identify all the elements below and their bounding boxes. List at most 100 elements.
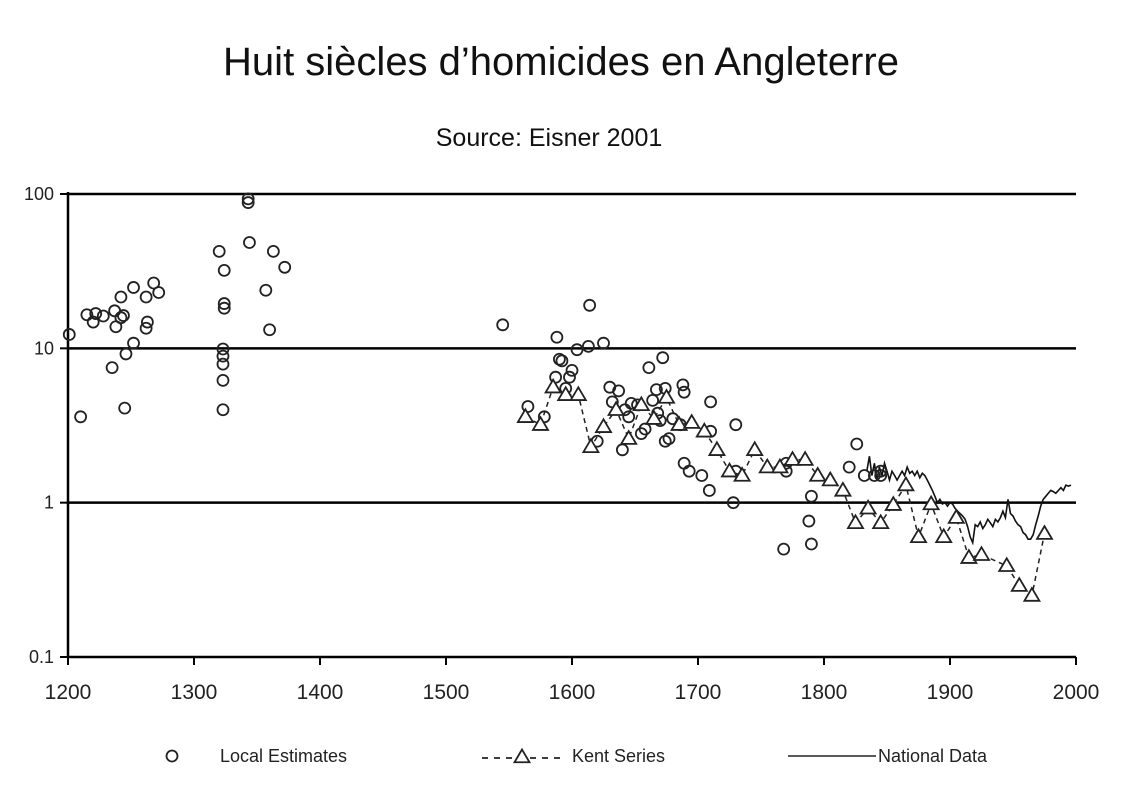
kent-series-point bbox=[594, 417, 613, 433]
local-estimate-point bbox=[266, 244, 280, 258]
local-estimate-point bbox=[622, 410, 636, 424]
local-estimate-point bbox=[565, 363, 579, 377]
kent-series-point bbox=[808, 466, 827, 482]
x-tick-label: 1600 bbox=[549, 681, 596, 704]
local-estimate-point bbox=[857, 469, 871, 482]
kent-series-point bbox=[783, 450, 802, 466]
local-estimate-point bbox=[139, 321, 153, 335]
legend-national-label: National Data bbox=[878, 746, 988, 766]
kent-series-point bbox=[581, 437, 600, 453]
x-tick-label: 1800 bbox=[801, 681, 848, 704]
local-estimate-point bbox=[263, 323, 277, 337]
local-estimate-point bbox=[152, 286, 166, 299]
local-estimate-point bbox=[212, 244, 226, 258]
local-estimate-point bbox=[874, 464, 888, 478]
kent-series-point bbox=[556, 385, 575, 401]
local-estimate-point bbox=[114, 311, 128, 325]
local-estimate-point bbox=[118, 401, 132, 415]
local-estimate-point bbox=[616, 443, 629, 457]
kent-series-point bbox=[707, 440, 726, 456]
local-estimate-point bbox=[612, 384, 626, 398]
kent-series-point bbox=[947, 508, 966, 524]
local-estimate-point bbox=[597, 336, 610, 350]
local-estimate-point bbox=[117, 309, 130, 322]
x-tick-label: 1400 bbox=[297, 681, 344, 704]
x-tick-label: 2000 bbox=[1053, 681, 1100, 704]
kent-series-point bbox=[695, 422, 714, 438]
local-estimate-point bbox=[702, 484, 716, 497]
local-estimate-point bbox=[677, 385, 691, 399]
local-estimate-point bbox=[850, 437, 864, 451]
local-estimate-point bbox=[216, 349, 230, 363]
kent-series-point bbox=[896, 475, 915, 492]
local-estimate-point bbox=[550, 330, 564, 344]
kent-series-point bbox=[632, 395, 651, 412]
local-estimate-point bbox=[695, 469, 709, 482]
local-estimate-point bbox=[216, 357, 230, 371]
kent-series-point bbox=[733, 466, 752, 482]
kent-series-point bbox=[821, 470, 840, 487]
kent-series-point bbox=[720, 461, 739, 478]
legend-local-label: Local Estimates bbox=[220, 746, 347, 766]
local-estimate-point bbox=[676, 378, 690, 392]
kent-series-point bbox=[884, 495, 903, 511]
local-estimate-point bbox=[570, 343, 584, 357]
legend-local-marker bbox=[165, 749, 179, 763]
local-estimate-point bbox=[114, 290, 128, 304]
local-estimate-point bbox=[127, 336, 140, 350]
local-estimate-point bbox=[642, 361, 656, 375]
local-estimate-point bbox=[874, 469, 888, 482]
local-estimate-point bbox=[241, 196, 255, 209]
kent-series-point bbox=[682, 413, 701, 429]
local-estimate-point bbox=[80, 308, 94, 322]
axis-layer bbox=[66, 192, 1076, 659]
chart-subtitle: Source: Eisner 2001 bbox=[435, 124, 663, 152]
local-estimate-point bbox=[677, 456, 691, 470]
local-estimate-point bbox=[662, 432, 676, 446]
local-estimate-point bbox=[140, 315, 154, 329]
local-estimate-point bbox=[563, 370, 576, 384]
local-estimate-point bbox=[581, 339, 595, 353]
local-estimate-point bbox=[278, 260, 292, 274]
local-estimate-point bbox=[650, 383, 663, 397]
series-layer bbox=[62, 192, 1072, 602]
y-tick-label: 10 bbox=[34, 338, 54, 358]
legend: Local Estimates Kent Series National Data bbox=[165, 746, 988, 766]
legend-kent-marker bbox=[512, 747, 532, 764]
kent-series-point bbox=[607, 400, 626, 416]
local-estimate-point bbox=[62, 328, 76, 341]
local-estimate-point bbox=[127, 281, 140, 294]
local-estimate-point bbox=[86, 315, 100, 329]
local-estimate-point bbox=[216, 373, 230, 387]
x-tick-label: 1700 bbox=[675, 681, 722, 704]
kent-series-point bbox=[1010, 576, 1029, 592]
kent-series-point bbox=[770, 457, 789, 474]
local-estimate-point bbox=[682, 464, 696, 478]
local-estimate-point bbox=[241, 192, 255, 206]
kent-series-point bbox=[531, 415, 550, 431]
x-tick-label: 1500 bbox=[423, 681, 470, 704]
local-estimate-point bbox=[583, 298, 597, 312]
local-estimate-point bbox=[704, 395, 717, 409]
local-estimate-point bbox=[147, 276, 161, 290]
x-tick-label: 1200 bbox=[45, 681, 92, 704]
kent-series-point bbox=[934, 527, 953, 544]
local-estimate-point bbox=[624, 396, 638, 410]
local-estimate-point bbox=[217, 297, 231, 310]
local-estimate-point bbox=[777, 542, 791, 556]
local-estimate-point bbox=[638, 422, 652, 436]
local-estimate-point bbox=[217, 263, 231, 277]
local-estimate-point bbox=[646, 393, 660, 407]
kent-series-point bbox=[1022, 586, 1041, 602]
kent-series-point bbox=[569, 385, 588, 401]
kent-series-point bbox=[516, 407, 535, 423]
local-estimate-point bbox=[555, 354, 569, 368]
local-estimate-point bbox=[868, 469, 881, 482]
kent-series-point bbox=[871, 513, 890, 529]
local-estimate-point bbox=[259, 283, 273, 297]
local-estimate-point bbox=[842, 460, 856, 474]
kent-series-point bbox=[997, 556, 1016, 572]
local-estimate-point bbox=[656, 351, 670, 365]
kent-series-point bbox=[644, 409, 663, 425]
